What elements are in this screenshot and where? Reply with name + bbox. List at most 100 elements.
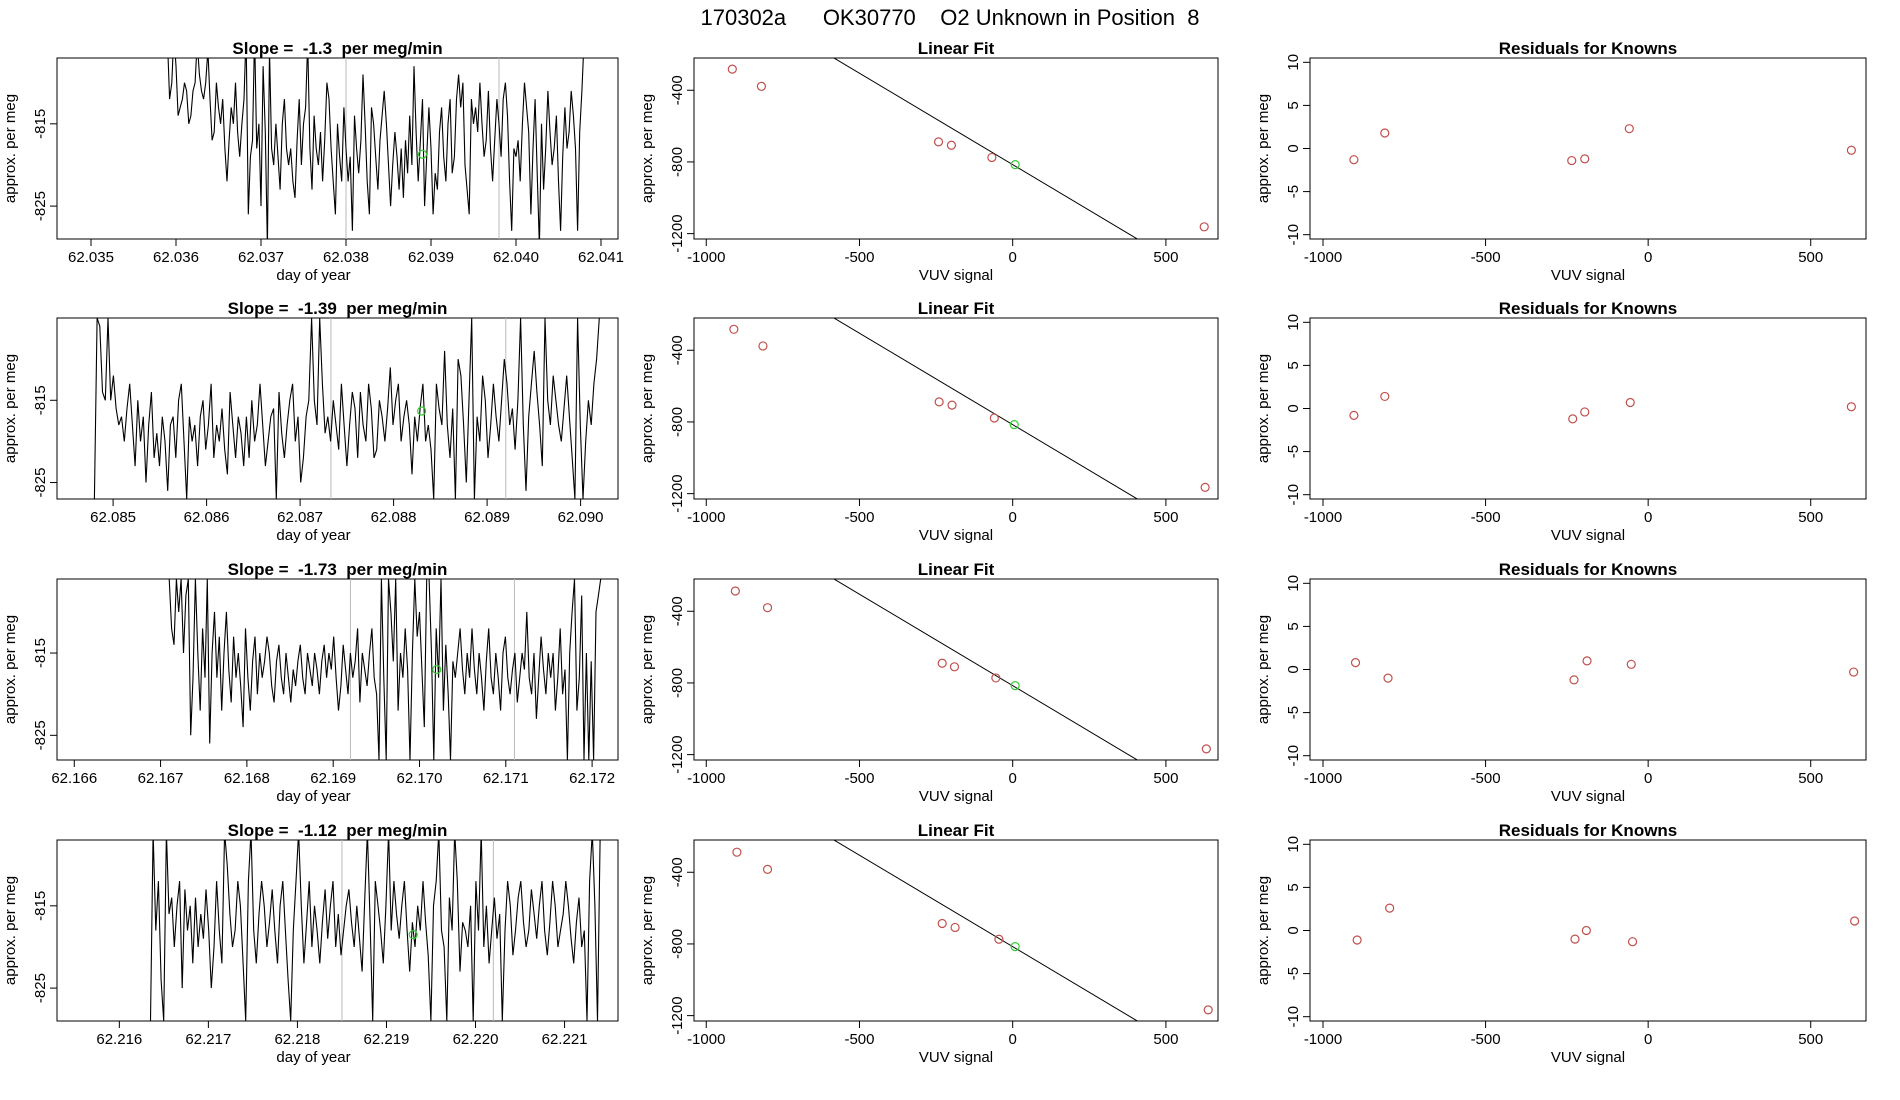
unknown-point xyxy=(417,406,427,416)
x-tick-label: 62.217 xyxy=(185,1031,231,1048)
y-tick-label: -800 xyxy=(669,407,686,437)
x-axis-label: day of year xyxy=(276,1049,350,1066)
x-tick-label: -500 xyxy=(1471,770,1501,787)
known-point xyxy=(732,847,742,857)
chart-time-row-4: Slope = -1.12 per meg/min 62.216 62.217 62.… xyxy=(2,821,619,1066)
x-tick-label: 500 xyxy=(1798,770,1823,787)
residual-point xyxy=(1627,937,1638,947)
x-tick-label: 0 xyxy=(1009,509,1017,526)
x-tick-label: -1000 xyxy=(1304,249,1342,266)
y-tick-label: 0 xyxy=(1285,926,1302,934)
y-tick-label: -400 xyxy=(669,335,686,365)
plot-frame xyxy=(1309,317,1867,500)
residual-point xyxy=(1626,659,1636,669)
plot-area xyxy=(1349,391,1856,424)
x-tick-label: -500 xyxy=(1471,1031,1501,1048)
y-tick-label: -400 xyxy=(669,857,686,887)
plot-frame xyxy=(693,317,1219,500)
chart-title: Linear Fit xyxy=(918,821,995,840)
x-tick-label: 62.172 xyxy=(569,770,615,787)
x-tick-label: -500 xyxy=(1471,509,1501,526)
chart-title: Residuals for Knowns xyxy=(1499,821,1678,840)
y-tick-label: -5 xyxy=(1285,185,1302,198)
x-axis-label: VUV signal xyxy=(1551,788,1625,805)
x-tick-label: 500 xyxy=(1798,1031,1823,1048)
residual-point xyxy=(1581,925,1591,936)
x-tick-label: 500 xyxy=(1153,770,1178,787)
plot-frame xyxy=(56,57,619,240)
y-axis-label: approx. per meg xyxy=(1255,94,1272,203)
chart-fit-row-4: Linear Fit -1000 -500 0 500 VUV signal -400 -80… xyxy=(639,821,1219,1066)
residual-point xyxy=(1850,916,1860,926)
chart-title: Residuals for Knowns xyxy=(1499,39,1678,58)
known-point xyxy=(756,81,767,91)
x-tick-label: 0 xyxy=(1009,770,1017,787)
x-axis-label: VUV signal xyxy=(919,527,993,544)
known-point xyxy=(994,934,1004,944)
chart-time-row-2: Slope = -1.39 per meg/min 62.085 62.086 62.… xyxy=(2,299,619,544)
y-tick-label: -10 xyxy=(1285,484,1302,506)
x-tick-label: 62.168 xyxy=(224,770,270,787)
residual-point xyxy=(1383,673,1393,683)
y-tick-label: -815 xyxy=(32,638,49,668)
residual-point xyxy=(1624,124,1634,134)
known-point xyxy=(762,603,773,613)
residual-point xyxy=(1846,145,1856,155)
known-point xyxy=(937,658,947,668)
plot-frame xyxy=(693,578,1219,761)
chart-title: Slope = -1.12 per meg/min xyxy=(228,821,448,840)
x-tick-label: 62.219 xyxy=(364,1031,410,1048)
x-tick-label: 0 xyxy=(1644,249,1652,266)
x-axis-label: VUV signal xyxy=(1551,267,1625,284)
y-axis-label: approx. per meg xyxy=(2,354,19,463)
y-tick-label: 10 xyxy=(1285,314,1302,331)
x-axis-label: day of year xyxy=(276,267,350,284)
x-tick-label: 62.089 xyxy=(464,509,510,526)
y-tick-label: -400 xyxy=(669,75,686,105)
plot-area xyxy=(732,840,1213,1021)
x-tick-label: 0 xyxy=(1644,1031,1652,1048)
x-tick-label: 0 xyxy=(1009,249,1017,266)
x-tick-label: 62.035 xyxy=(68,249,114,266)
x-tick-label: 500 xyxy=(1153,509,1178,526)
y-axis-label: approx. per meg xyxy=(1255,615,1272,724)
known-point xyxy=(1201,744,1211,754)
plot-frame xyxy=(56,578,619,761)
residual-point xyxy=(1349,155,1359,165)
plot-area xyxy=(93,318,600,499)
residual-point xyxy=(1385,903,1395,913)
chart-resid-row-1: Residuals for Knowns -1000 -500 0 500 VUV sig… xyxy=(1255,39,1867,284)
residual-point xyxy=(1849,667,1859,677)
plot-area xyxy=(167,58,584,239)
known-point xyxy=(937,918,947,929)
plot-frame xyxy=(1309,57,1867,240)
y-tick-label: -1200 xyxy=(669,996,686,1034)
known-point xyxy=(933,137,944,147)
y-tick-label: 5 xyxy=(1285,883,1302,891)
y-tick-label: -1200 xyxy=(669,474,686,512)
series-line xyxy=(167,58,584,239)
residual-point xyxy=(1582,656,1592,666)
fit-line xyxy=(832,58,1139,239)
x-tick-label: -1000 xyxy=(687,509,725,526)
residual-point xyxy=(1846,402,1856,412)
plot-area xyxy=(730,579,1211,760)
known-point xyxy=(730,586,740,596)
plot-area xyxy=(1352,903,1860,947)
plot-area xyxy=(149,840,601,1021)
plot-area xyxy=(727,58,1209,239)
known-point xyxy=(1199,222,1209,232)
residual-point xyxy=(1569,675,1579,685)
plot-area xyxy=(1349,124,1856,166)
x-tick-label: 62.166 xyxy=(51,770,97,787)
fit-line xyxy=(832,840,1139,1021)
x-tick-label: 62.086 xyxy=(184,509,230,526)
x-tick-label: -1000 xyxy=(687,249,725,266)
residual-point xyxy=(1580,407,1590,417)
x-axis-label: VUV signal xyxy=(919,1049,993,1066)
unknown-point xyxy=(408,930,418,940)
y-tick-label: -1200 xyxy=(669,214,686,252)
y-tick-label: -815 xyxy=(32,385,49,415)
residual-point xyxy=(1349,410,1359,420)
